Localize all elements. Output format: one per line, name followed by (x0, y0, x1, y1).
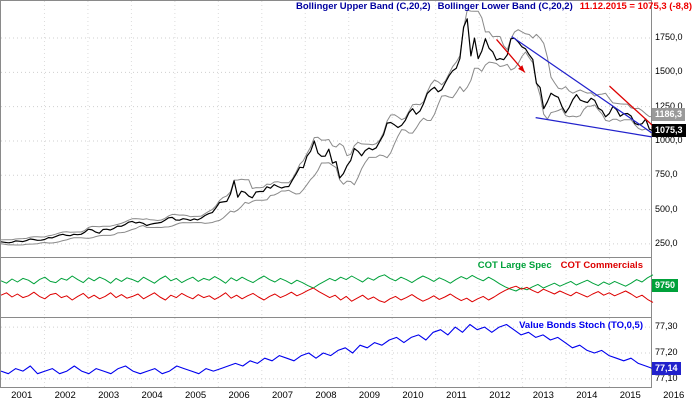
x-axis-year-label: 2010 (402, 390, 424, 401)
cot-panel[interactable]: COT Large Spec COT Commercials (0, 257, 654, 318)
price-axis-tick-label: 1750,0 (655, 32, 683, 43)
x-axis-year-label: 2009 (358, 390, 381, 401)
stoch-legend: Value Bonds Stoch (TO,0,5) (519, 320, 643, 331)
x-axis-year-label: 2005 (185, 390, 207, 401)
cot-value-badge: 9750 (652, 279, 679, 292)
price-axis-tick-label: 1250,0 (655, 100, 683, 111)
trend-arrow-2 (609, 85, 659, 132)
cot-chart-canvas[interactable] (0, 258, 654, 318)
stoch-panel[interactable]: Value Bonds Stoch (TO,0,5) (0, 317, 654, 388)
bollinger-upper-line (0, 9, 654, 241)
x-axis-year-label: 2006 (228, 390, 250, 401)
cot-large-spec-line (0, 274, 654, 292)
cot-commercials-label: COT Commercials (560, 260, 643, 271)
x-axis-year-label: 2004 (141, 390, 163, 401)
cot-commercials-line (0, 285, 654, 303)
stoch-axis-tick-label: 77,10 (655, 372, 678, 383)
x-axis-year-label: 2014 (576, 390, 598, 401)
trend-line-1 (511, 36, 653, 134)
x-axis-year-label: 2007 (271, 390, 294, 401)
stoch-axis-tick-label: 77,20 (655, 347, 678, 357)
stoch-legend-label: Value Bonds Stoch (TO,0,5) (519, 320, 643, 331)
trend-line-2 (535, 117, 652, 138)
price-line (0, 18, 654, 244)
last-price-badge: 1075,3 (652, 123, 686, 137)
x-axis-year-label: 2016 (663, 390, 685, 401)
price-axis-tick-label: 1000,0 (655, 134, 683, 145)
band-value-badge: 1186,3 (652, 108, 686, 122)
price-axis-tick-label: 500,0 (655, 203, 678, 214)
trend-arrow-1 (496, 39, 526, 73)
x-axis-year-label: 2015 (619, 390, 641, 401)
x-axis-year-label: 2008 (315, 390, 337, 401)
bollinger-upper-title: Bollinger Upper Band (C,20,2) (296, 1, 431, 12)
x-axis-year-label: 2003 (98, 390, 120, 401)
bollinger-lower-line (0, 51, 654, 246)
x-axis-year-label: 2011 (446, 390, 467, 401)
x-axis-year-label: 2001 (11, 390, 33, 401)
bollinger-lower-title: Bollinger Lower Band (C,20,2) (437, 1, 573, 12)
x-axis: 2001 2002 2003 2004 2005 2006 2007 2008 2009 2010… (0, 390, 697, 405)
price-axis-tick-label: 250,0 (655, 237, 678, 248)
cot-large-spec-label: COT Large Spec (477, 260, 552, 271)
y-axis-column: 1186,3 1075,3 9750 77,14 250,0 500,0 750,0… (652, 0, 697, 407)
price-chart-canvas[interactable] (0, 1, 659, 259)
trend-arrow-1-head (518, 65, 525, 73)
price-panel[interactable] (0, 0, 659, 259)
stoch-axis-tick-label: 77,30 (655, 321, 678, 332)
x-axis-year-label: 2013 (532, 390, 554, 401)
stoch-value-badge: 77,14 (652, 361, 681, 375)
quote-value: 11.12.2015 = 1075,3 (-8,8) (579, 1, 692, 12)
x-axis-year-label: 2002 (54, 390, 76, 401)
x-axis-year-label: 2012 (489, 390, 511, 401)
price-axis-tick-label: 750,0 (655, 169, 678, 180)
stoch-chart-canvas[interactable] (0, 318, 654, 388)
chart-title: Bollinger Upper Band (C,20,2) Bollinger L… (296, 1, 692, 12)
stoch-line (0, 323, 654, 375)
price-axis-tick-label: 1500,0 (655, 66, 683, 77)
cot-legend: COT Large Spec COT Commercials (478, 260, 643, 271)
